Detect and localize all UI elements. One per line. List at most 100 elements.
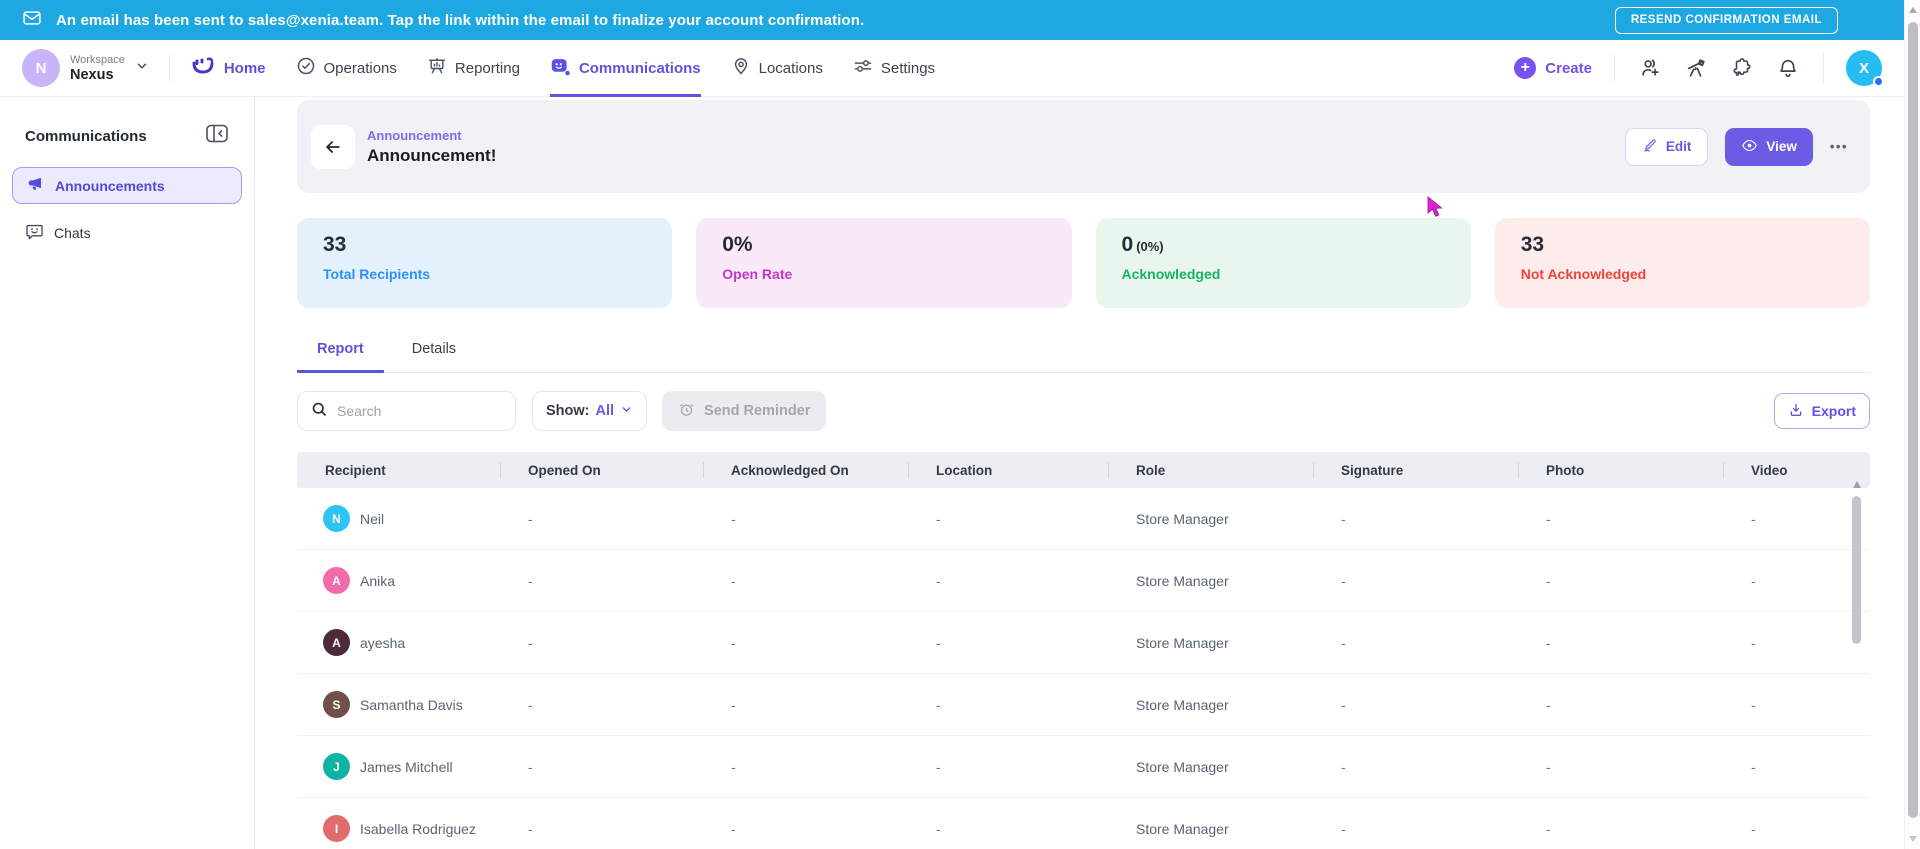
recipients-table: Recipient Opened On Acknowledged On Loca… <box>297 452 1870 849</box>
back-button[interactable] <box>311 124 355 169</box>
cell-photo: - <box>1546 820 1551 837</box>
eye-icon <box>1741 137 1758 157</box>
collapse-panel-icon[interactable] <box>205 123 229 149</box>
cell-location: - <box>936 820 941 837</box>
nav-divider <box>1823 53 1824 83</box>
integrations-puzzle-icon[interactable] <box>1729 55 1755 81</box>
nav-item-label: Operations <box>323 59 397 77</box>
table-row: A ayesha - - - Store Manager - - - <box>297 612 1870 674</box>
cell-signature: - <box>1341 696 1346 713</box>
column-header: Opened On <box>500 463 703 478</box>
cell-signature: - <box>1341 510 1346 527</box>
top-nav: N Workspace Nexus Home <box>0 40 1904 97</box>
cell-recipient: I Isabella Rodriguez <box>297 815 500 842</box>
xenia-home-icon <box>190 55 216 81</box>
view-label: View <box>1766 139 1797 154</box>
cell-photo: - <box>1546 758 1551 775</box>
scrollbar-up-arrow[interactable] <box>1909 7 1917 13</box>
alarm-clock-icon <box>678 401 695 422</box>
cell-location: - <box>936 696 941 713</box>
chat-bubble-icon <box>550 56 571 81</box>
sidebar-item-chats[interactable]: Chats <box>12 214 242 251</box>
cell-opened-on: - <box>528 510 533 527</box>
table-scrollbar[interactable] <box>1852 496 1861 644</box>
breadcrumb: Announcement <box>367 127 462 143</box>
announcement-header: Announcement Announcement! Edit <box>297 100 1870 193</box>
page-scrollbar[interactable] <box>1904 0 1920 849</box>
cell-signature: - <box>1341 572 1346 589</box>
cell-video: - <box>1751 510 1756 527</box>
plus-circle-icon: + <box>1514 57 1537 79</box>
scrollbar-down-arrow[interactable] <box>1909 836 1917 842</box>
sidebar-item-label: Announcements <box>55 177 165 194</box>
telescope-icon[interactable] <box>1683 55 1709 81</box>
nav-item-operations[interactable]: Operations <box>296 40 397 97</box>
check-circle-icon <box>296 56 316 80</box>
table-scrollbar-up-arrow[interactable] <box>1853 481 1861 488</box>
cell-role: Store Manager <box>1136 510 1229 527</box>
nav-item-communications[interactable]: Communications <box>549 40 701 97</box>
cell-photo: - <box>1546 510 1551 527</box>
recipient-name: Neil <box>360 510 385 527</box>
cell-opened-on: - <box>528 696 533 713</box>
cell-video: - <box>1751 820 1756 837</box>
send-reminder-button[interactable]: Send Reminder <box>662 391 827 431</box>
tab-details[interactable]: Details <box>411 341 457 357</box>
cell-acknowledged-on: - <box>731 820 736 837</box>
show-filter-dropdown[interactable]: Show: All <box>532 391 648 431</box>
sidebar-item-announcements[interactable]: Announcements <box>12 167 242 204</box>
tab-report[interactable]: Report <box>297 334 384 373</box>
scrollbar-thumb[interactable] <box>1908 22 1918 818</box>
cell-photo: - <box>1546 634 1551 651</box>
recipient-avatar: N <box>323 505 350 532</box>
cell-opened-on: - <box>528 758 533 775</box>
stat-value: 0 (0%) <box>1121 233 1164 256</box>
recipient-name: Isabella Rodriguez <box>360 820 476 837</box>
nav-item-settings[interactable]: Settings <box>853 40 935 97</box>
recipient-name: Anika <box>360 572 396 589</box>
cell-acknowledged-on: - <box>731 572 736 589</box>
nav-menu: Home Operations Reporting <box>190 40 935 97</box>
cell-photo: - <box>1546 572 1551 589</box>
stat-card: 33 Not Acknowledged <box>1494 218 1870 308</box>
workspace-switcher[interactable]: N Workspace Nexus <box>22 49 149 87</box>
view-button[interactable]: View <box>1725 127 1813 166</box>
cell-acknowledged-on: - <box>731 696 736 713</box>
create-button[interactable]: + Create <box>1514 57 1592 79</box>
stat-card: 0 (0%) Acknowledged <box>1095 218 1471 308</box>
download-icon <box>1788 402 1804 421</box>
search-box[interactable] <box>297 391 516 431</box>
nav-item-label: Communications <box>578 59 701 77</box>
cell-photo: - <box>1546 696 1551 713</box>
pen-icon <box>1642 137 1658 156</box>
resend-confirmation-button[interactable]: RESEND CONFIRMATION EMAIL <box>1614 6 1838 34</box>
more-options-button[interactable]: ••• <box>1829 139 1848 154</box>
cell-opened-on: - <box>528 572 533 589</box>
cell-video: - <box>1751 634 1756 651</box>
nav-item-reporting[interactable]: Reporting <box>427 40 520 97</box>
cell-video: - <box>1751 758 1756 775</box>
cell-video: - <box>1751 572 1756 589</box>
tab-bar: Report Details <box>297 334 1870 373</box>
column-header: Photo <box>1518 463 1723 478</box>
table-row: N Neil - - - Store Manager - - - <box>297 488 1870 550</box>
table-row: I Isabella Rodriguez - - - Store Manager… <box>297 798 1870 849</box>
column-header: Video <box>1723 463 1870 478</box>
show-label: Show: <box>546 403 590 419</box>
invite-user-icon[interactable] <box>1637 55 1663 81</box>
stat-card: 33 Total Recipients <box>297 218 673 308</box>
notifications-bell-icon[interactable] <box>1775 55 1801 81</box>
user-avatar[interactable]: X <box>1846 50 1884 87</box>
edit-button[interactable]: Edit <box>1624 127 1709 166</box>
cell-role: Store Manager <box>1136 696 1229 713</box>
nav-item-locations[interactable]: Locations <box>731 40 823 97</box>
cell-recipient: A Anika <box>297 567 500 594</box>
nav-item-home[interactable]: Home <box>190 40 266 97</box>
chevron-down-icon <box>620 403 633 420</box>
search-input[interactable] <box>337 403 503 419</box>
report-toolbar: Show: All Send Reminder <box>297 391 1870 431</box>
search-icon <box>310 400 328 423</box>
cell-acknowledged-on: - <box>731 758 736 775</box>
cell-location: - <box>936 758 941 775</box>
export-button[interactable]: Export <box>1773 393 1870 429</box>
